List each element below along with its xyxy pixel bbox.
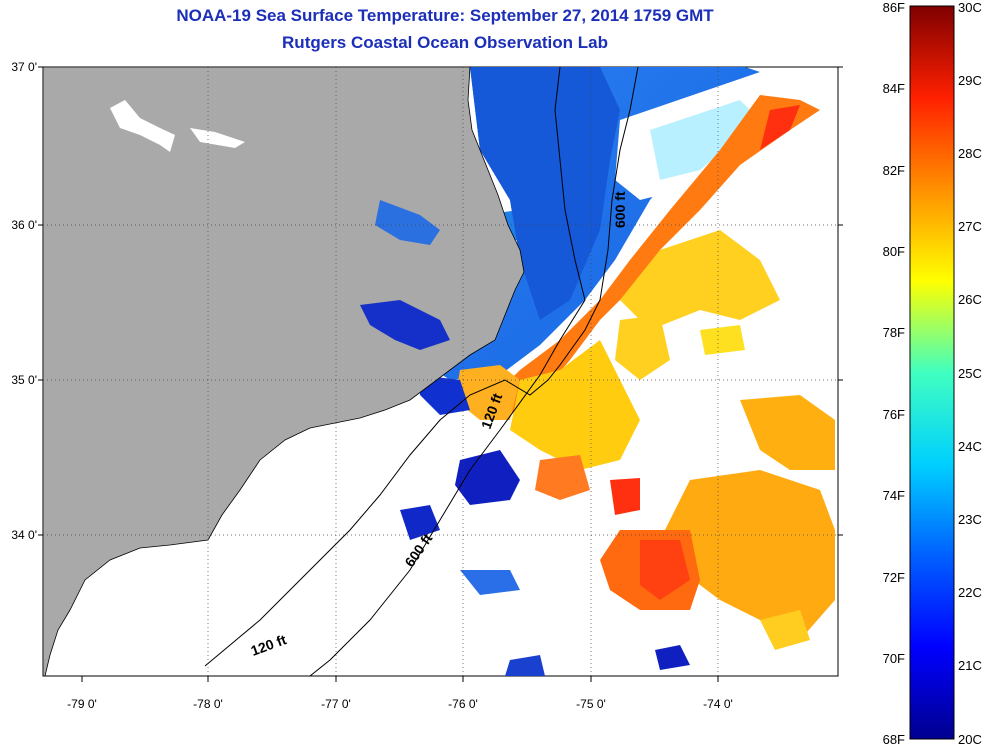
lon-label-76: -76 0' <box>448 697 478 711</box>
cbar-f-82: 82F <box>883 163 905 178</box>
colorbar <box>909 5 955 740</box>
lon-label-74: -74 0' <box>703 697 733 711</box>
lon-label-75: -75 0' <box>576 697 606 711</box>
graticule <box>43 67 838 676</box>
cbar-c-24: 24C <box>958 439 982 454</box>
cbar-c-28: 28C <box>958 146 982 161</box>
cbar-f-80: 80F <box>883 244 905 259</box>
lat-label-35: 35 0' <box>11 373 37 387</box>
lon-label-78: -78 0' <box>193 697 223 711</box>
cbar-f-68: 68F <box>883 732 905 747</box>
colorbar-celsius-labels: 30C 29C 28C 27C 26C 25C 24C 23C 22C 21C … <box>958 0 982 747</box>
cbar-f-72: 72F <box>883 570 905 585</box>
axis-ticks <box>38 66 843 682</box>
cbar-f-86: 86F <box>883 0 905 15</box>
cbar-c-21: 21C <box>958 658 982 673</box>
colorbar-fahrenheit-labels: 86F 84F 82F 80F 78F 76F 74F 72F 70F 68F <box>883 0 905 747</box>
cbar-c-26: 26C <box>958 292 982 307</box>
cbar-c-23: 23C <box>958 512 982 527</box>
lon-label-77: -77 0' <box>321 697 351 711</box>
cbar-c-27: 27C <box>958 219 982 234</box>
cbar-c-22: 22C <box>958 585 982 600</box>
map-title: NOAA-19 Sea Surface Temperature: Septemb… <box>176 6 714 25</box>
lon-label-79: -79 0' <box>67 697 97 711</box>
cbar-c-29: 29C <box>958 73 982 88</box>
cbar-f-78: 78F <box>883 325 905 340</box>
lat-label-36: 36 0' <box>11 218 37 232</box>
lat-label-37: 37 0' <box>11 60 37 74</box>
map-subtitle: Rutgers Coastal Ocean Observation Lab <box>282 33 608 52</box>
cbar-f-74: 74F <box>883 488 905 503</box>
cbar-f-70: 70F <box>883 651 905 666</box>
lat-label-34: 34 0' <box>11 528 37 542</box>
cbar-f-84: 84F <box>883 81 905 96</box>
cbar-f-76: 76F <box>883 407 905 422</box>
cbar-c-25: 25C <box>958 366 982 381</box>
bathymetry-contours <box>204 67 639 676</box>
cbar-c-20: 20C <box>958 732 982 747</box>
cbar-c-30: 30C <box>958 0 982 15</box>
contour-label-600-north: 600 ft <box>612 191 628 228</box>
